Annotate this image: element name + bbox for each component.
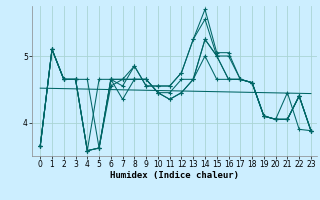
X-axis label: Humidex (Indice chaleur): Humidex (Indice chaleur) — [110, 171, 239, 180]
